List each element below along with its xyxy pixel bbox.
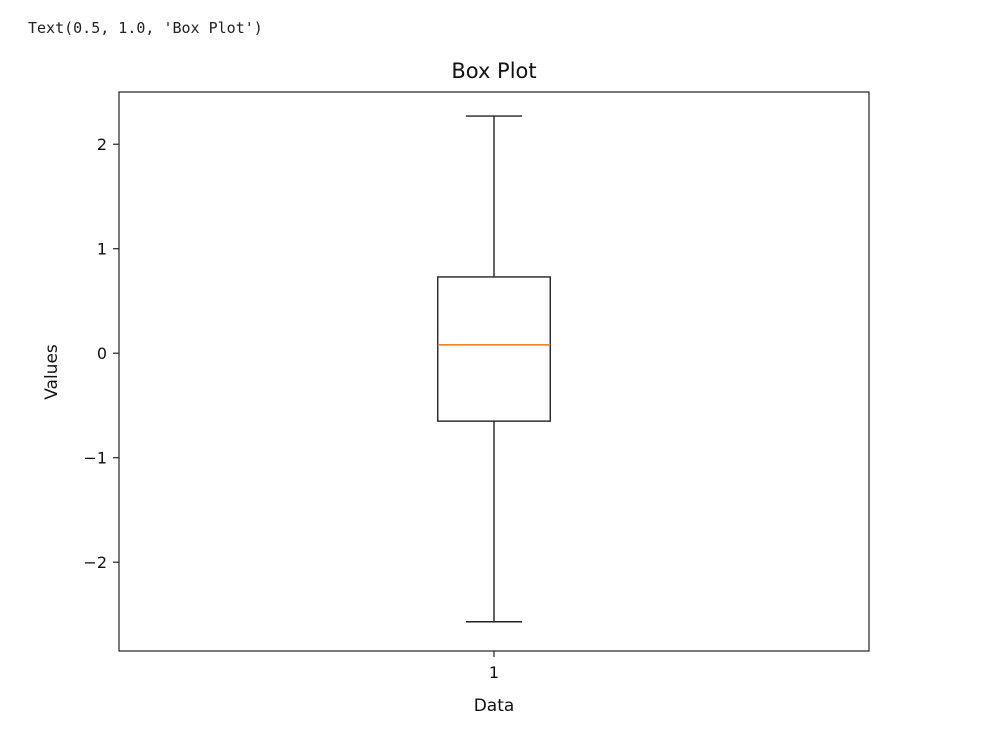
y-tick-label: 1 bbox=[97, 240, 107, 259]
chart-title: Box Plot bbox=[451, 59, 536, 83]
y-tick-label: 2 bbox=[97, 135, 107, 154]
y-axis-label: Values bbox=[42, 344, 62, 400]
box-group bbox=[437, 115, 551, 623]
x-axis-label: Data bbox=[474, 696, 515, 716]
y-tick-label: 0 bbox=[97, 344, 107, 363]
y-axis-ticks: 2 1 0 −1 −2 bbox=[83, 135, 119, 572]
cell-output-text: Text(0.5, 1.0, 'Box Plot') bbox=[28, 19, 263, 37]
x-axis-ticks: 1 bbox=[489, 651, 499, 682]
x-tick-label: 1 bbox=[489, 663, 499, 682]
box-iqr bbox=[437, 276, 551, 422]
y-tick-label: −1 bbox=[83, 449, 107, 468]
y-tick-label: −2 bbox=[83, 553, 107, 572]
